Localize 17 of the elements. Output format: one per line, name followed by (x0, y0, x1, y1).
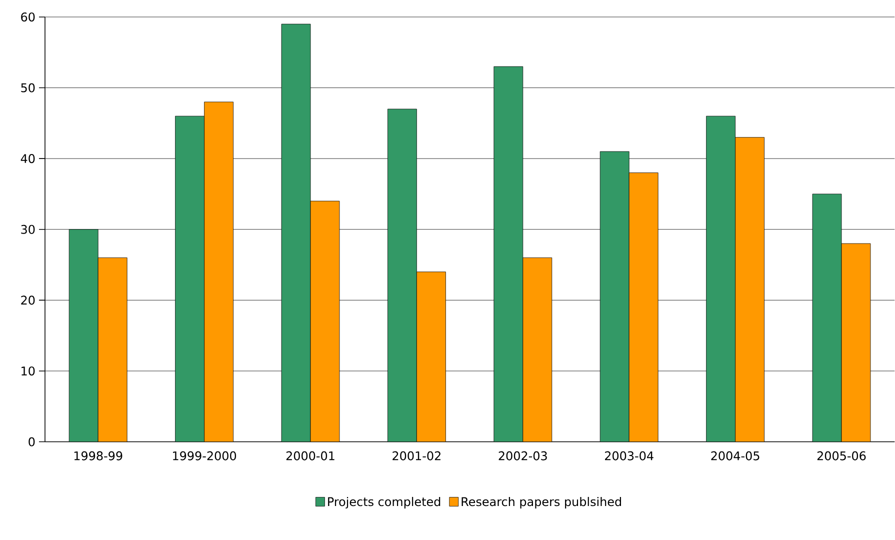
legend-label: Research papers publsihed (462, 497, 622, 509)
y-tick-label: 30 (21, 224, 35, 234)
y-tick-label: 0 (28, 437, 35, 446)
y-tick-label: 60 (21, 12, 35, 22)
x-tick-label: 1999-2000 (173, 451, 236, 460)
x-tick-label: 2003-04 (605, 451, 654, 460)
y-tick-label: 10 (22, 366, 35, 376)
x-tick-label: 1998-99 (74, 451, 122, 460)
legend-label: Projects completed (328, 497, 440, 509)
x-tick-label: 2000-01 (286, 451, 334, 460)
y-tick-label: 50 (21, 83, 35, 92)
x-tick-label: 2001-02 (392, 451, 440, 460)
y-tick-label: 40 (20, 154, 35, 164)
x-tick-label: 2004-05 (711, 451, 760, 460)
x-tick-label: 2002-03 (498, 451, 547, 460)
x-tick-label: 2005-06 (817, 451, 866, 460)
y-tick-label: 20 (21, 296, 35, 305)
